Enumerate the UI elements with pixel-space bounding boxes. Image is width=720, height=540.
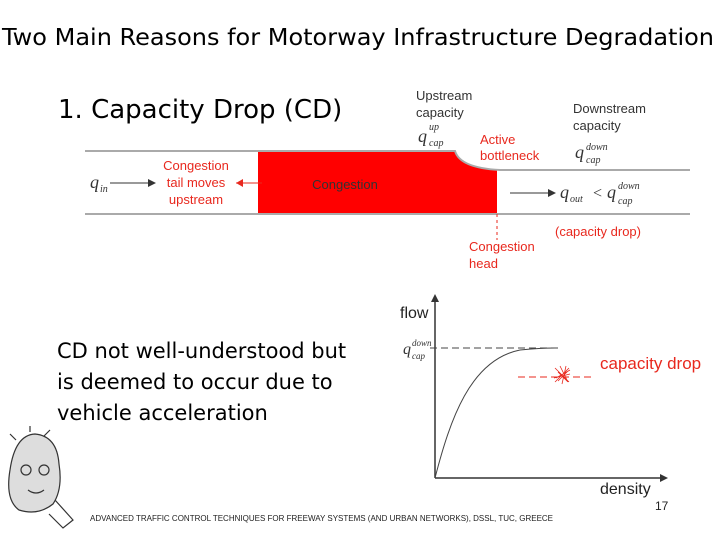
- outflow-rhs-sub: cap: [618, 196, 632, 207]
- road-diagram: [85, 150, 690, 240]
- outflow-rhs: q: [607, 182, 616, 202]
- downstream-symbol-sup: down: [586, 142, 608, 153]
- road-top: [85, 150, 690, 171]
- y-axis-label: flow: [400, 305, 429, 322]
- out-arrow-head: [548, 189, 556, 197]
- outflow-symbol: q: [560, 182, 569, 202]
- bottleneck-label: bottleneck: [480, 148, 540, 163]
- outflow-symbol-sub: out: [570, 194, 583, 205]
- footer: ADVANCED TRAFFIC CONTROL TECHNIQUES FOR …: [90, 514, 553, 523]
- page-number: 17: [655, 499, 669, 513]
- graph-capacity-sub: cap: [412, 351, 425, 361]
- congestion-label: Congestion: [312, 177, 378, 192]
- capacity-drop-note: (capacity drop): [555, 224, 641, 239]
- tail-arrow-head: [236, 179, 243, 187]
- x-axis-label: density: [600, 481, 651, 498]
- outflow-relation: <: [592, 185, 603, 202]
- downstream-symbol-sub: cap: [586, 155, 600, 166]
- capacity-drop-label: capacity drop: [600, 354, 701, 373]
- head-label: head: [469, 256, 498, 271]
- outflow-rhs-sup: down: [618, 181, 640, 192]
- y-axis-arrow: [431, 294, 439, 302]
- inflow-symbol: q: [90, 172, 99, 192]
- downstream-symbol: q: [575, 142, 584, 162]
- in-arrow-head: [148, 179, 156, 187]
- congestion-region: [258, 152, 497, 213]
- graph: [430, 294, 668, 482]
- bottleneck-label: Active: [480, 132, 515, 147]
- slide-title: Two Main Reasons for Motorway Infrastruc…: [1, 25, 714, 51]
- head-label: Congestion: [469, 239, 535, 254]
- upstream-symbol: q: [418, 126, 427, 146]
- x-axis-arrow: [660, 474, 668, 482]
- measurement-cluster: [553, 365, 571, 385]
- downstream-label: capacity: [573, 118, 621, 133]
- tail-label: upstream: [169, 192, 223, 207]
- graph-capacity-symbol: q: [403, 341, 411, 358]
- body-line: CD not well-understood but: [57, 339, 346, 363]
- tail-label: tail moves: [167, 175, 226, 190]
- inflow-symbol-sub: in: [100, 184, 108, 195]
- body-line: is deemed to occur due to: [57, 370, 333, 394]
- upstream-symbol-sub: cap: [429, 138, 443, 149]
- upstream-label: capacity: [416, 105, 464, 120]
- upstream-symbol-sup: up: [429, 122, 439, 133]
- graph-capacity-sup: down: [412, 338, 432, 348]
- downstream-label: Downstream: [573, 101, 646, 116]
- body-line: vehicle acceleration: [57, 401, 268, 425]
- tail-label: Congestion: [163, 158, 229, 173]
- upstream-label: Upstream: [416, 88, 472, 103]
- logo-cartoon: [8, 426, 74, 529]
- heading: 1. Capacity Drop (CD): [58, 95, 342, 125]
